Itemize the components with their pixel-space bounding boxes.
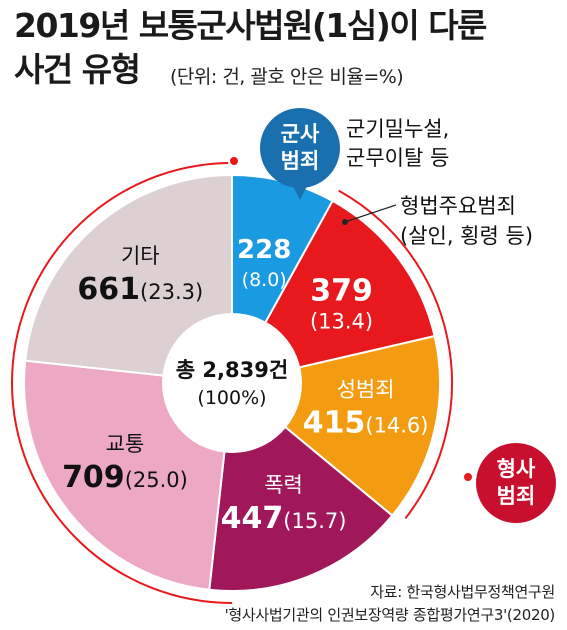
total-range-arc	[11, 162, 233, 604]
slice-military-percent-label: (8.0)	[242, 269, 287, 291]
total-label: 총 2,839건	[176, 358, 288, 382]
slice-military-value-label: 228	[237, 235, 291, 265]
major-crime-detail-line1: 형법주요범죄	[400, 194, 516, 218]
total-range-dot	[230, 157, 238, 165]
slice-major-crime-percent-label: (13.4)	[310, 309, 373, 333]
military-detail-line2: 군무이탈 등	[346, 146, 449, 170]
criminal-badge-label-1: 형사	[497, 457, 536, 481]
military-badge-label-1: 군사	[281, 122, 320, 146]
slice-other-name-label: 기타	[121, 244, 160, 268]
unit-note: (단위: 건, 괄호 안은 비율=%)	[170, 66, 404, 88]
military-badge-label-2: 범죄	[281, 149, 320, 173]
chart-title: 2019년 보통군사법원(1심)이 다룬	[14, 6, 487, 45]
slice-sex-crime-value-label: 415(14.6)	[303, 406, 429, 441]
source-line1: 자료: 한국형사법무정책연구원	[370, 583, 555, 601]
major-crime-leader-line	[344, 204, 397, 223]
criminal-range-arc	[338, 189, 453, 520]
slice-major-crime-value-label: 379	[310, 273, 373, 308]
major-crime-leader-dot	[342, 219, 348, 225]
major-crime-detail-line2: (살인, 횡령 등)	[400, 224, 533, 248]
center-circle	[162, 313, 302, 453]
slice-other-value-label: 661(23.3)	[77, 272, 203, 307]
slice-traffic-value-label: 709(25.0)	[62, 460, 188, 495]
criminal-badge-label-2: 범죄	[497, 484, 536, 508]
slice-violence-value-label: 447(15.7)	[221, 501, 347, 536]
source-line2: '형사사법기관의 인권보장역량 종합평가연구3'(2020)	[224, 606, 556, 624]
slice-sex-crime-name-label: 성범죄	[337, 378, 395, 402]
criminal-range-dot	[464, 473, 472, 481]
slice-violence-name-label: 폭력	[264, 473, 303, 497]
slice-other	[24, 173, 233, 385]
total-percent-label: (100%)	[197, 387, 266, 409]
chart-title-line2: 사건 유형	[14, 50, 141, 89]
military-detail-line1: 군기밀누설,	[346, 117, 449, 141]
slice-traffic-name-label: 교통	[106, 432, 145, 456]
